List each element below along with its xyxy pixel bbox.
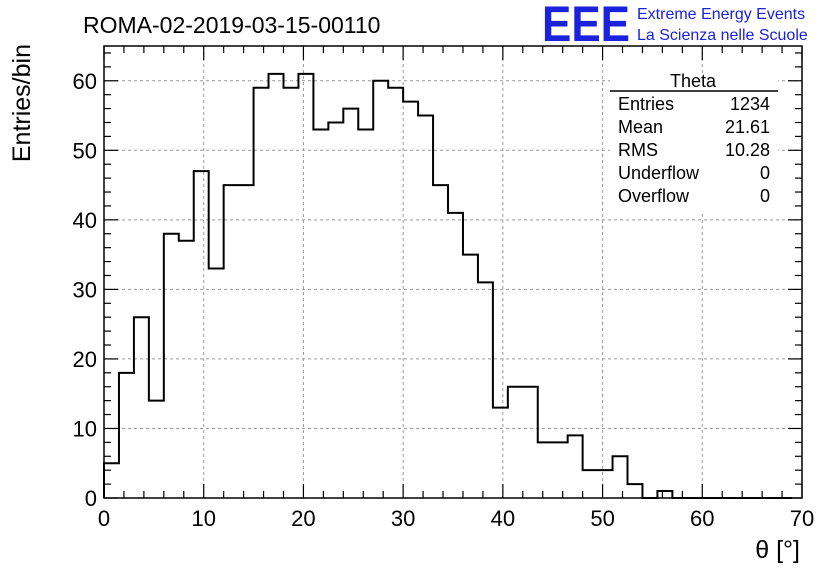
x-tick-label: 0 xyxy=(98,506,110,531)
y-tick-label: 20 xyxy=(73,347,97,372)
logo-line-2: La Scienza nelle Scuole xyxy=(637,27,808,44)
x-tick-label: 20 xyxy=(291,506,315,531)
plot-frame xyxy=(103,45,803,499)
stats-value-overflow: 0 xyxy=(760,186,770,206)
y-axis-label: Entries/bin xyxy=(8,44,36,162)
x-axis-label: θ [°] xyxy=(755,536,800,564)
x-tick-label: 30 xyxy=(391,506,415,531)
stats-value-rms: 10.28 xyxy=(725,140,770,160)
histogram-outline xyxy=(103,72,793,499)
stats-box-background xyxy=(610,75,778,213)
stats-box-title: Theta xyxy=(670,71,717,91)
eee-logo-mark: EEE xyxy=(542,0,630,52)
y-tick-label: 0 xyxy=(85,486,97,511)
plot-border xyxy=(103,45,803,499)
x-tick-label: 40 xyxy=(491,506,515,531)
stats-value-mean: 21.61 xyxy=(725,117,770,137)
stats-label-overflow: Overflow xyxy=(618,186,690,206)
y-tick-label: 10 xyxy=(73,416,97,441)
logo-line-1: Extreme Energy Events xyxy=(637,6,805,23)
x-tick-label: 50 xyxy=(590,506,614,531)
stats-value-entries: 1234 xyxy=(730,94,770,114)
chart-title: ROMA-02-2019-03-15-00110 xyxy=(83,12,380,38)
grid-lines xyxy=(104,46,802,498)
stats-label-mean: Mean xyxy=(618,117,663,137)
histogram-series xyxy=(103,72,793,499)
y-tick-label: 40 xyxy=(73,208,97,233)
y-tick-label: 60 xyxy=(73,69,97,94)
x-tick-label: 70 xyxy=(790,506,814,531)
stats-label-entries: Entries xyxy=(618,94,674,114)
stats-box: Theta Entries 1234 Mean 21.61 RMS 10.28 … xyxy=(610,71,778,213)
eee-logo: EEE Extreme Energy Events La Scienza nel… xyxy=(542,0,808,52)
axis-ticks: 0 10 20 30 40 50 60 70 0 10 20 30 40 50 60 xyxy=(73,46,814,531)
y-tick-label: 50 xyxy=(73,138,97,163)
stats-value-underflow: 0 xyxy=(760,163,770,183)
x-tick-label: 60 xyxy=(690,506,714,531)
stats-label-underflow: Underflow xyxy=(618,163,700,183)
y-tick-label: 30 xyxy=(73,277,97,302)
stats-label-rms: RMS xyxy=(618,140,658,160)
x-tick-label: 10 xyxy=(191,506,215,531)
